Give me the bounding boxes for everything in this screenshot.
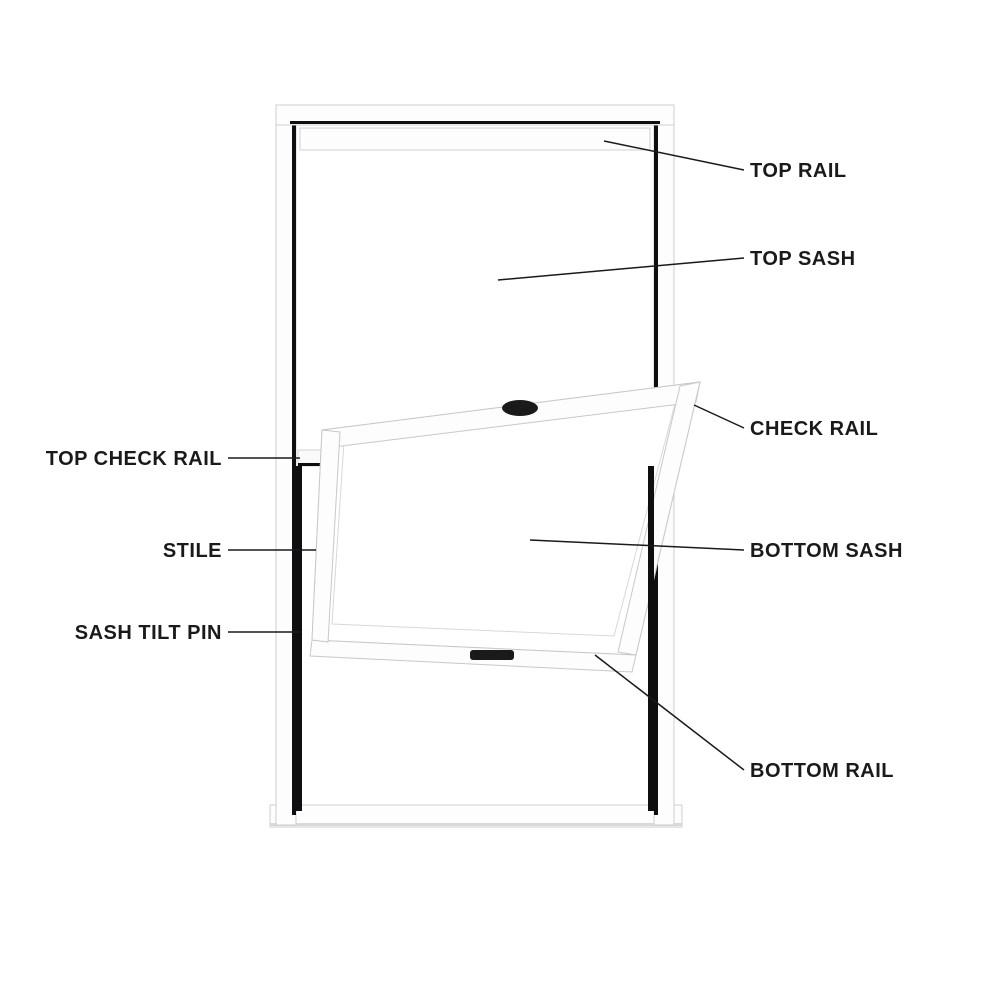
top-sash — [298, 128, 652, 466]
label-check-rail: CHECK RAIL — [750, 418, 878, 441]
line-check-rail — [694, 405, 744, 428]
label-sash-tilt-pin: SASH TILT PIN — [40, 622, 222, 645]
sash-lock-icon — [502, 400, 538, 416]
left-track — [296, 466, 302, 811]
label-bottom-sash: BOTTOM SASH — [750, 540, 903, 563]
label-bottom-rail: BOTTOM RAIL — [750, 760, 894, 783]
tilt-latch-icon — [470, 650, 514, 660]
window-diagram — [0, 0, 1000, 1000]
bottom-sash-tilted — [310, 382, 700, 672]
label-top-check-rail: TOP CHECK RAIL — [32, 448, 222, 471]
line-top-rail — [604, 141, 744, 170]
label-top-rail: TOP RAIL — [750, 160, 847, 183]
right-track — [648, 466, 654, 811]
label-stile: STILE — [155, 540, 222, 563]
line-bottom-rail — [595, 655, 744, 770]
line-top-sash — [498, 258, 744, 280]
label-top-sash: TOP SASH — [750, 248, 856, 271]
line-bottom-sash — [530, 540, 744, 550]
window-frame — [270, 105, 682, 827]
leader-lines — [228, 141, 744, 770]
